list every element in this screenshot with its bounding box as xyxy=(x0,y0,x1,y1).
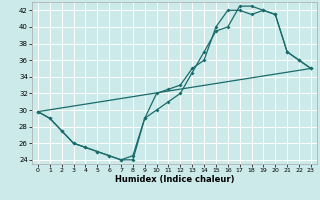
X-axis label: Humidex (Indice chaleur): Humidex (Indice chaleur) xyxy=(115,175,234,184)
